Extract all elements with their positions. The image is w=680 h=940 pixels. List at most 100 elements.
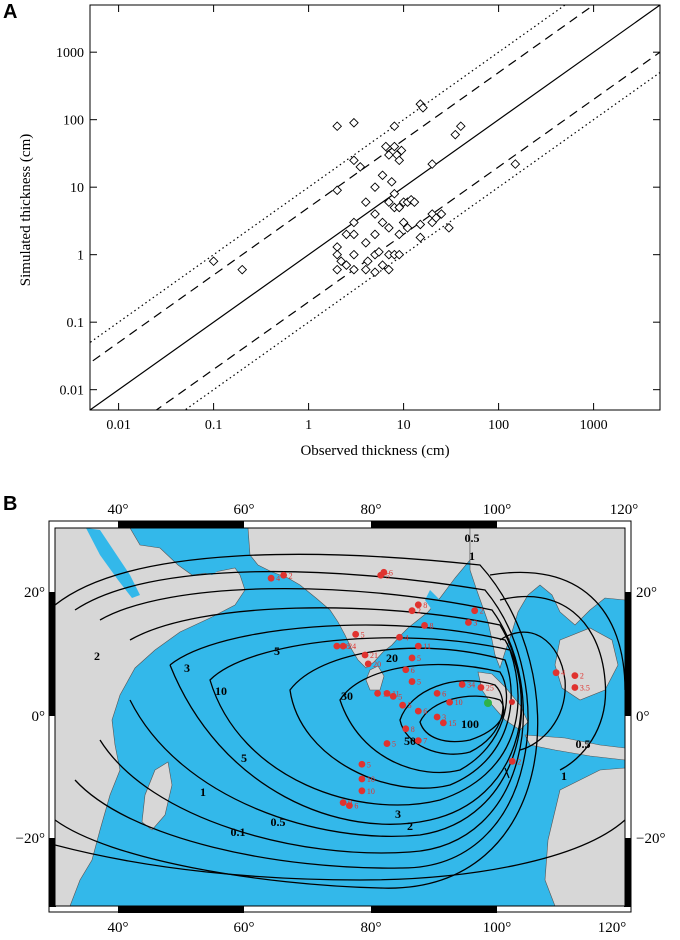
site-label: 21	[370, 651, 378, 660]
y-tick-label: 0.1	[67, 316, 85, 331]
svg-text:100°: 100°	[483, 920, 512, 936]
panel-b-map: B	[3, 493, 665, 936]
svg-text:100°: 100°	[483, 502, 512, 518]
svg-text:1: 1	[200, 785, 206, 799]
data-point	[394, 229, 405, 240]
svg-text:120°: 120°	[598, 920, 627, 936]
data-point	[415, 219, 426, 230]
data-point	[341, 229, 352, 240]
site-marker	[267, 574, 275, 582]
contour-0.1	[55, 819, 625, 881]
y-tick-label: 1	[77, 249, 84, 264]
data-point	[370, 267, 380, 278]
map-inner-frame	[54, 527, 626, 907]
site-marker	[402, 666, 410, 674]
land-madagascar	[141, 761, 173, 831]
site-label: 4	[561, 669, 565, 678]
svg-text:40°: 40°	[108, 920, 129, 936]
site-label: 25	[486, 683, 494, 692]
site-label: 10	[367, 787, 375, 796]
panel-a-letter: A	[3, 1, 17, 23]
site-marker	[345, 802, 353, 809]
site-label: 6	[411, 666, 415, 675]
site-marker	[414, 642, 422, 650]
site-marker	[477, 684, 485, 691]
data-point	[384, 150, 394, 160]
site-label: 8	[411, 725, 415, 734]
data-point	[436, 209, 447, 219]
site-marker	[396, 633, 403, 641]
site-marker	[571, 684, 579, 691]
site-label: 2	[580, 672, 584, 681]
data-point	[394, 155, 405, 166]
svg-text:3: 3	[395, 807, 401, 821]
data-point	[349, 229, 359, 240]
svg-text:5: 5	[241, 751, 247, 765]
site-label: 4	[405, 633, 409, 642]
site-marker	[358, 787, 366, 795]
data-point	[402, 222, 413, 233]
data-point	[455, 121, 466, 132]
site-label: 5	[408, 701, 412, 710]
site-marker	[439, 719, 447, 727]
data-point	[444, 222, 454, 233]
data-point	[374, 247, 384, 257]
svg-text:50: 50	[404, 734, 416, 748]
svg-text:120°: 120°	[610, 502, 639, 518]
map-frame-bars	[49, 521, 631, 913]
x-tick-label: 0.01	[106, 418, 131, 433]
site-label: 2	[289, 571, 293, 580]
svg-text:2: 2	[407, 819, 413, 833]
data-point	[332, 264, 343, 275]
x-tick-label: 10	[397, 418, 411, 433]
svg-text:2: 2	[94, 649, 100, 663]
svg-text:0.5: 0.5	[465, 531, 480, 545]
contour-50	[399, 680, 504, 755]
data-point	[394, 249, 405, 260]
land-south-asia	[247, 528, 471, 669]
trench-marker	[504, 767, 510, 779]
site-marker	[471, 607, 479, 615]
site-marker	[458, 681, 466, 688]
site-label: 7	[423, 737, 427, 746]
land-southeast-asia	[469, 528, 625, 669]
land-java	[524, 734, 625, 761]
site-marker	[389, 692, 397, 700]
site-label: 34	[467, 681, 475, 690]
y-tick-label: 10	[70, 181, 84, 196]
site-marker	[571, 672, 579, 680]
data-point	[370, 209, 380, 219]
site-label: 10	[367, 775, 375, 784]
site-marker	[280, 571, 288, 579]
x-axis-ticks: 0.01 0.1 1 10 100 1000	[106, 5, 608, 433]
svg-text:0°: 0°	[636, 709, 650, 725]
site-marker	[433, 689, 441, 697]
site-marker	[383, 740, 391, 747]
site-marker	[446, 698, 454, 706]
site-marker	[552, 669, 560, 677]
contour-5	[169, 624, 522, 825]
svg-text:80°: 80°	[361, 920, 382, 936]
panel-b-letter: B	[3, 493, 17, 515]
land-sri-lanka	[365, 665, 385, 691]
latitude-labels-right: 20° 0° −20°	[636, 585, 665, 847]
site-marker	[333, 642, 341, 650]
data-point	[349, 217, 359, 228]
svg-text:20°: 20°	[24, 585, 45, 601]
data-point	[394, 202, 405, 213]
contour-1	[74, 570, 529, 869]
site-label: 2	[480, 607, 484, 616]
site-label: 5	[386, 571, 390, 580]
data-point	[377, 170, 388, 181]
x-tick-label: 100	[488, 418, 509, 433]
svg-text:100: 100	[461, 717, 479, 731]
data-point	[427, 159, 438, 169]
data-point	[386, 176, 397, 187]
site-label: 11	[392, 689, 400, 698]
site-marker	[414, 737, 422, 745]
data-point	[377, 217, 388, 228]
svg-text:−20°: −20°	[636, 831, 665, 847]
data-point	[396, 145, 407, 156]
site-label: 3	[442, 713, 446, 722]
